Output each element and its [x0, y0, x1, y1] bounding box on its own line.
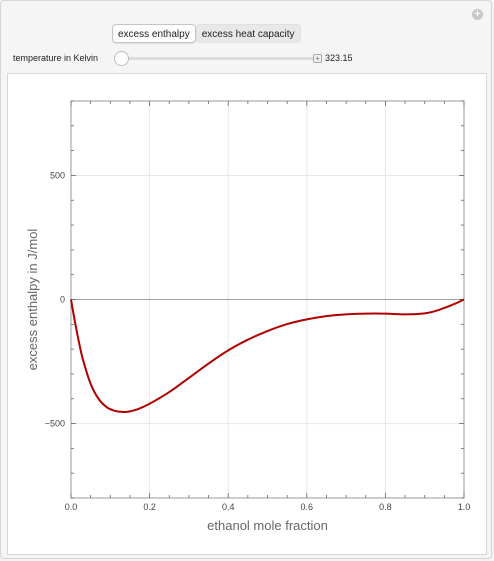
x-tick-label: 1.0	[458, 502, 471, 512]
slider-value: 323.15	[325, 53, 353, 63]
plus-icon[interactable]: +	[472, 9, 483, 20]
x-tick-label: 0.2	[143, 502, 156, 512]
temperature-slider-track[interactable]	[121, 57, 321, 60]
y-tick-label: 0	[60, 295, 65, 305]
temperature-control: temperature in Kelvin + 323.15	[11, 51, 481, 67]
x-axis-label: ethanol mole fraction	[207, 518, 328, 533]
slider-expand-icon[interactable]: +	[313, 54, 322, 63]
series-line	[70, 298, 465, 414]
quantity-selector: excess enthalpy excess heat capacity	[112, 24, 301, 43]
y-tick-label: 500	[50, 170, 65, 180]
x-tick-label: 0.0	[65, 502, 78, 512]
temperature-slider-thumb[interactable]	[114, 51, 129, 66]
enthalpy-chart: 0.0 0.2 0.4 0.6 0.8 1.0 −500 0 500 ethanol mole f…	[25, 100, 471, 533]
y-tick-label: −500	[45, 419, 65, 429]
x-tick-label: 0.6	[301, 502, 314, 512]
tab-excess-heat-capacity[interactable]: excess heat capacity	[195, 24, 301, 43]
slider-label: temperature in Kelvin	[13, 53, 99, 63]
x-tick-label: 0.4	[222, 502, 235, 512]
plot-frame: 0.0 0.2 0.4 0.6 0.8 1.0 −500 0 500 ethanol mole f…	[7, 73, 487, 555]
x-tick-label: 0.8	[379, 502, 392, 512]
tab-excess-enthalpy[interactable]: excess enthalpy	[112, 24, 196, 43]
y-axis-label: excess enthalpy in J/mol	[25, 229, 40, 371]
